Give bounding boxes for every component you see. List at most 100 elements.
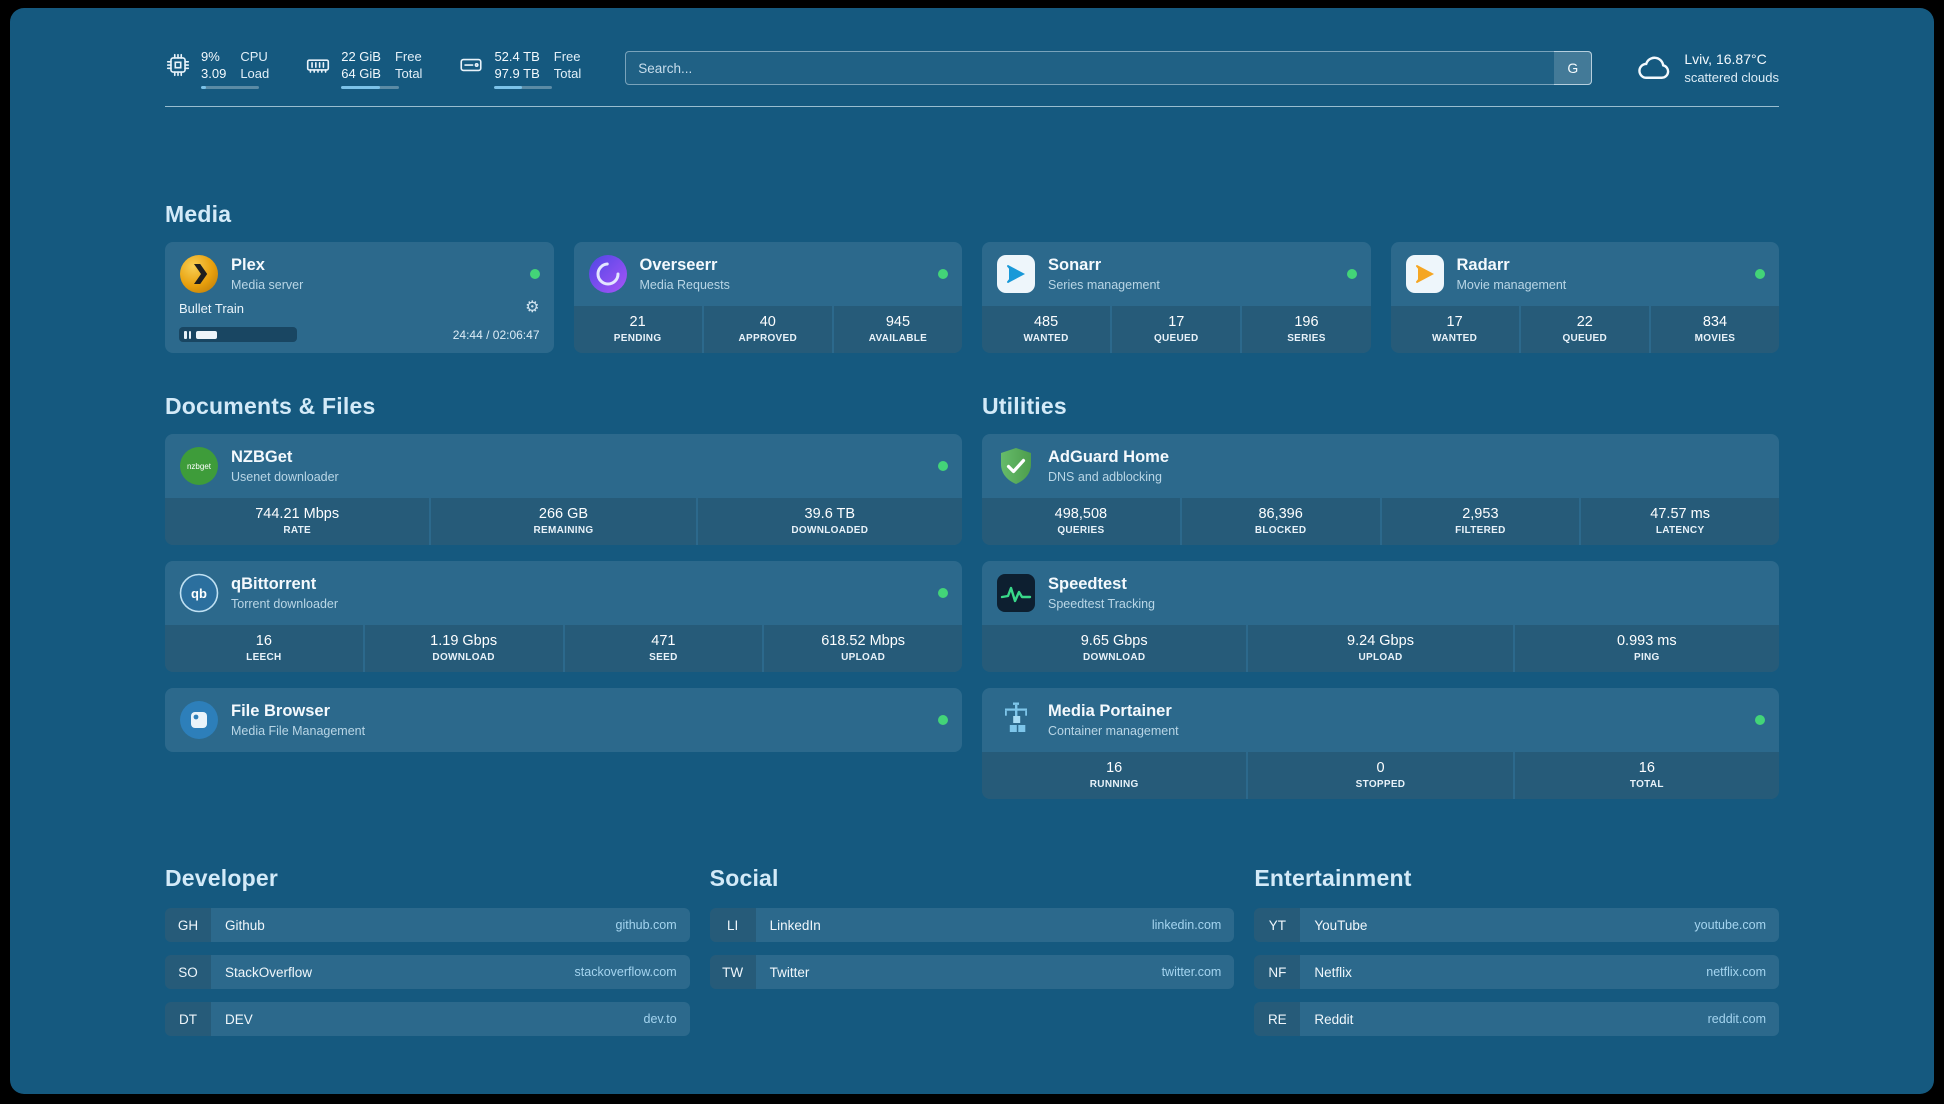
stat-remaining: 266 GB REMAINING bbox=[431, 498, 696, 545]
stat-value: 17 bbox=[1168, 314, 1185, 330]
cpu-percent-value: 9% bbox=[201, 48, 220, 64]
stat-label: QUEUED bbox=[1562, 333, 1608, 344]
bookmark-netflix[interactable]: NF Netflix netflix.com bbox=[1254, 955, 1779, 989]
weather-widget: Lviv, 16.87°C scattered clouds bbox=[1636, 50, 1779, 86]
search-provider-button[interactable]: G bbox=[1554, 51, 1593, 85]
stat-label: QUEUED bbox=[1153, 333, 1199, 344]
stat-download: 1.19 Gbps DOWNLOAD bbox=[364, 625, 563, 672]
bookmark-name: Github bbox=[225, 917, 265, 933]
card-subtitle: Media server bbox=[231, 278, 304, 292]
bookmark-abbr: GH bbox=[165, 908, 211, 942]
stat-value: 16 bbox=[1106, 760, 1123, 776]
bookmark-name: Twitter bbox=[769, 964, 810, 980]
section-title-developer: Developer bbox=[165, 865, 279, 891]
stat-label: PING bbox=[1633, 652, 1660, 663]
stat-label: PENDING bbox=[613, 333, 662, 344]
player-progress-fill bbox=[196, 330, 218, 339]
bookmark-url: github.com bbox=[615, 918, 677, 932]
player-time: 24:44 / 02:06:47 bbox=[452, 327, 540, 342]
stat-downloaded: 39.6 TB DOWNLOADED bbox=[697, 498, 962, 545]
stat-label: SEED bbox=[649, 652, 678, 663]
stat-label: AVAILABLE bbox=[868, 333, 928, 344]
stat-ping: 0.993 ms PING bbox=[1514, 625, 1779, 672]
bookmark-url: linkedin.com bbox=[1151, 918, 1222, 932]
bookmark-url: netflix.com bbox=[1706, 965, 1766, 979]
adguard-icon bbox=[996, 446, 1036, 486]
bookmark-youtube[interactable]: YT YouTube youtube.com bbox=[1254, 908, 1779, 942]
now-playing-title: Bullet Train bbox=[179, 300, 245, 316]
stat-seed: 471 SEED bbox=[564, 625, 763, 672]
status-dot bbox=[938, 461, 948, 471]
sonarr-icon bbox=[996, 254, 1036, 294]
stat-value: 47.57 ms bbox=[1650, 506, 1710, 522]
stat-label: TOTAL bbox=[1629, 779, 1664, 790]
bookmark-reddit[interactable]: RE Reddit reddit.com bbox=[1254, 1002, 1779, 1036]
stat-label: UPLOAD bbox=[841, 652, 886, 663]
bookmark-dev[interactable]: DT DEV dev.to bbox=[165, 1002, 690, 1036]
stat-value: 2,953 bbox=[1462, 506, 1499, 522]
disk-usage-fill bbox=[494, 85, 522, 89]
memory-widget: 22 GiB 64 GiB Free Total bbox=[305, 48, 422, 89]
player-progress-bar[interactable] bbox=[179, 327, 297, 342]
bookmark-linkedin[interactable]: LI LinkedIn linkedin.com bbox=[709, 908, 1235, 942]
stat-value: 9.65 Gbps bbox=[1080, 633, 1148, 649]
status-dot bbox=[1755, 715, 1765, 725]
card-plex[interactable]: Plex Media server Bullet Train ⚙ bbox=[165, 242, 554, 353]
stat-value: 16 bbox=[1638, 760, 1655, 776]
cpu-label: CPU bbox=[240, 48, 268, 64]
bookmark-github[interactable]: GH Github github.com bbox=[165, 908, 690, 942]
bookmark-group-developer: Developer GH Github github.com SO StackO… bbox=[165, 865, 690, 1036]
stat-value: 618.52 Mbps bbox=[821, 633, 906, 649]
search-input[interactable] bbox=[625, 51, 1593, 85]
card-adguard[interactable]: AdGuard Home DNS and adblocking 498,508 … bbox=[982, 434, 1779, 545]
stat-label: WANTED bbox=[1023, 333, 1069, 344]
card-sonarr[interactable]: Sonarr Series management 485 WANTED 17 Q… bbox=[982, 242, 1371, 353]
portainer-icon bbox=[996, 700, 1036, 740]
card-speedtest[interactable]: Speedtest Speedtest Tracking 9.65 Gbps D… bbox=[982, 561, 1779, 672]
stat-available: 945 AVAILABLE bbox=[833, 306, 962, 353]
stat-pending: 21 PENDING bbox=[573, 306, 702, 353]
cpu-widget: 9% 3.09 CPU Load bbox=[165, 48, 269, 89]
section-title-social: Social bbox=[709, 865, 779, 891]
status-dot bbox=[1755, 269, 1765, 279]
card-nzbget[interactable]: nzbget NZBGet Usenet downloader 744.21 M… bbox=[165, 434, 962, 545]
filebrowser-icon bbox=[179, 700, 219, 740]
bookmark-twitter[interactable]: TW Twitter twitter.com bbox=[709, 955, 1235, 989]
stat-label: DOWNLOAD bbox=[1082, 652, 1146, 663]
card-name: Media Portainer bbox=[1048, 702, 1172, 720]
bookmark-name: Reddit bbox=[1314, 1011, 1354, 1027]
stat-value: 22 bbox=[1576, 314, 1593, 330]
card-filebrowser[interactable]: File Browser Media File Management bbox=[165, 688, 962, 752]
top-bar: 9% 3.09 CPU Load bbox=[165, 42, 1779, 94]
stat-label: UPLOAD bbox=[1358, 652, 1403, 663]
status-dot bbox=[938, 715, 948, 725]
stat-blocked: 86,396 BLOCKED bbox=[1181, 498, 1380, 545]
stat-series: 196 SERIES bbox=[1242, 306, 1371, 353]
stat-upload: 9.24 Gbps UPLOAD bbox=[1248, 625, 1513, 672]
card-radarr[interactable]: Radarr Movie management 17 WANTED 22 QUE… bbox=[1390, 242, 1779, 353]
card-subtitle: DNS and adblocking bbox=[1048, 470, 1162, 484]
stat-running: 16 RUNNING bbox=[982, 752, 1247, 799]
stat-label: APPROVED bbox=[738, 333, 798, 344]
dashboard-panel: 9% 3.09 CPU Load bbox=[10, 8, 1934, 1094]
bookmark-abbr: RE bbox=[1254, 1002, 1301, 1036]
card-overseerr[interactable]: Overseerr Media Requests 21 PENDING 40 A… bbox=[573, 242, 962, 353]
topbar-divider bbox=[165, 106, 1779, 107]
stat-queries: 498,508 QUERIES bbox=[982, 498, 1180, 545]
memory-free-value: 22 GiB bbox=[341, 48, 381, 64]
stat-label: LEECH bbox=[246, 652, 282, 663]
stat-label: REMAINING bbox=[533, 525, 594, 536]
bookmark-name: DEV bbox=[225, 1011, 253, 1027]
bookmark-abbr: NF bbox=[1254, 955, 1301, 989]
card-qbittorrent[interactable]: qb qBittorrent Torrent downloader 16 bbox=[165, 561, 962, 672]
bookmark-url: reddit.com bbox=[1707, 1012, 1766, 1026]
bookmark-stackoverflow[interactable]: SO StackOverflow stackoverflow.com bbox=[165, 955, 690, 989]
gear-icon[interactable]: ⚙ bbox=[525, 299, 540, 316]
stat-label: MOVIES bbox=[1694, 333, 1736, 344]
card-portainer[interactable]: Media Portainer Container management 16 … bbox=[982, 688, 1779, 799]
weather-condition: scattered clouds bbox=[1684, 70, 1779, 85]
section-title-documents: Documents & Files bbox=[165, 393, 376, 419]
stat-stopped: 0 STOPPED bbox=[1248, 752, 1513, 799]
stat-label: DOWNLOAD bbox=[432, 652, 495, 663]
pause-icon[interactable] bbox=[184, 330, 191, 339]
